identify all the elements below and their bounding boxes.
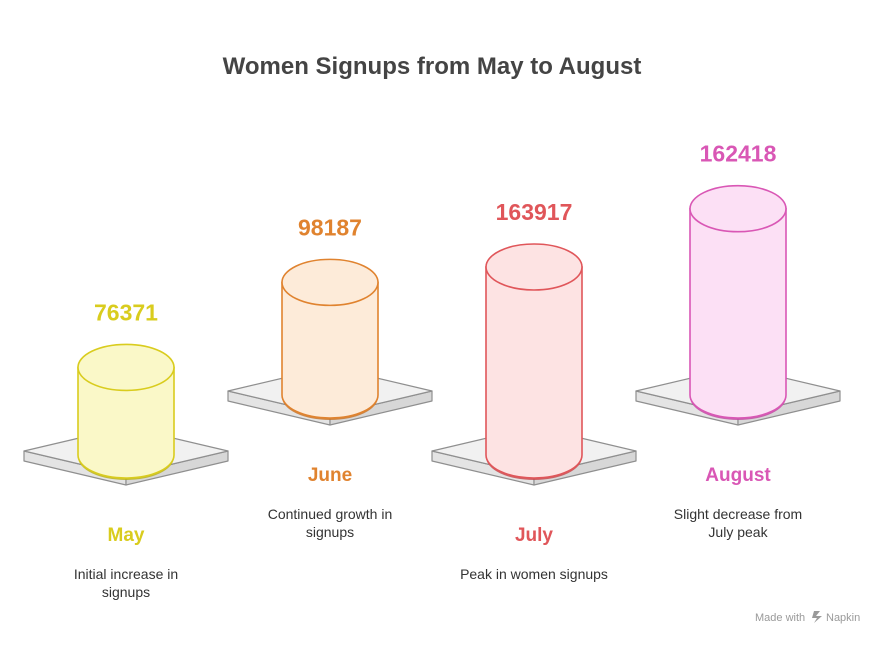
bars-layer: 76371 May Initial increase in signups 98187 J… <box>23 141 841 600</box>
bar-may <box>77 366 175 479</box>
napkin-logo-icon <box>812 611 822 623</box>
description-may-line-2: signups <box>102 584 150 600</box>
category-label-june: June <box>308 465 352 486</box>
made-with-label: Made with <box>755 612 805 624</box>
bar-top-june <box>281 258 379 307</box>
value-label-may: 76371 <box>94 299 158 325</box>
chart-title: Women Signups from May to August <box>223 53 642 80</box>
value-label-june: 98187 <box>298 214 362 240</box>
value-label-august: 162418 <box>700 141 777 167</box>
footer-watermark: Made with Napkin <box>755 611 860 624</box>
bar-group-august: 162418 August Slight decrease from July pea… <box>635 141 841 540</box>
bar-top-august <box>689 184 787 233</box>
description-july-line-1: Peak in women signups <box>460 566 608 582</box>
bar-top-july <box>485 243 583 291</box>
napkin-brand-label: Napkin <box>826 612 860 624</box>
description-august-line-1: Slight decrease from <box>674 506 802 522</box>
bar-group-june: 98187 June Continued growth in signups <box>227 214 433 540</box>
category-label-august: August <box>705 465 771 486</box>
bar-june <box>281 281 379 419</box>
bar-august <box>689 207 787 419</box>
description-august-line-2: July peak <box>708 524 768 540</box>
bar-group-july: 163917 July Peak in women signups <box>431 199 637 582</box>
description-may-line-1: Initial increase in <box>74 566 178 582</box>
description-june-line-1: Continued growth in <box>268 506 393 522</box>
bar-group-may: 76371 May Initial increase in signups <box>23 299 229 600</box>
category-label-may: May <box>108 525 145 546</box>
bar-july <box>485 266 583 479</box>
description-june-line-2: signups <box>306 524 354 540</box>
category-label-july: July <box>515 525 553 546</box>
bar-top-may <box>77 343 175 392</box>
value-label-july: 163917 <box>496 199 573 225</box>
